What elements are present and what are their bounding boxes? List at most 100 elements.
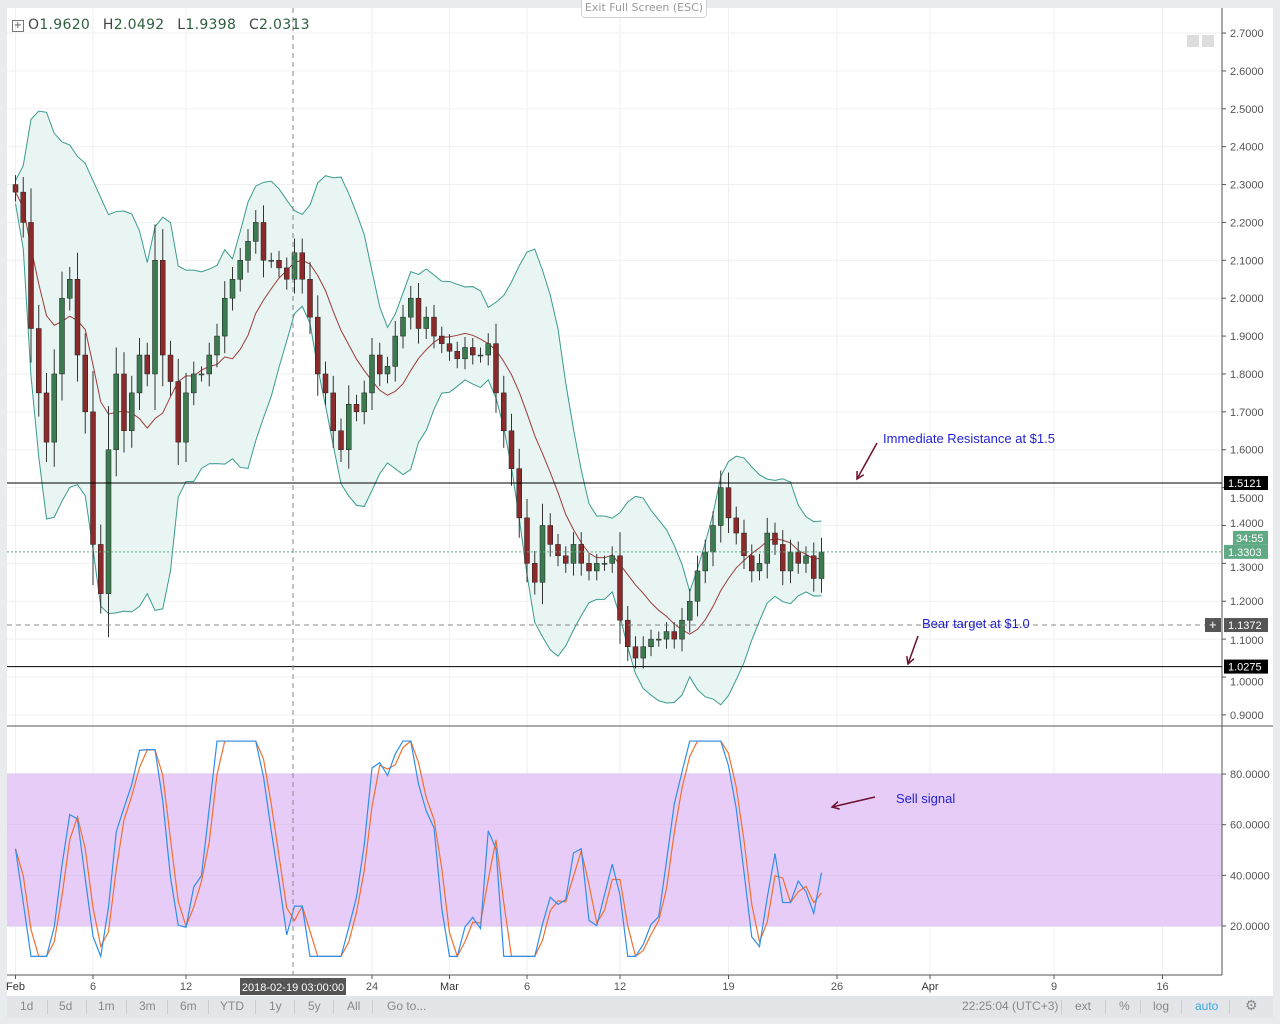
candle-down	[74, 279, 81, 356]
candle-up	[229, 279, 236, 299]
price-label-bg	[1224, 476, 1268, 491]
candle-down	[20, 191, 26, 223]
y-tick-label: 1.8000	[1230, 369, 1264, 381]
candle-up	[477, 354, 484, 357]
candle-up	[369, 354, 375, 394]
goto-button[interactable]: Go to...	[387, 999, 427, 1013]
candle-down	[516, 468, 522, 519]
candle-up	[206, 354, 212, 375]
candle-down	[299, 252, 305, 280]
candle-down	[431, 316, 437, 337]
bollinger-upper	[15, 110, 822, 594]
exit-fullscreen-button[interactable]: Exit Full Screen (ESC)	[581, 0, 707, 18]
stoch-tick-label: 80.0000	[1230, 769, 1270, 781]
auto-toggle[interactable]: auto	[1195, 999, 1219, 1013]
ohlc-legend: + O1.9620 H2.0492 L1.9398 C2.0313	[12, 17, 310, 33]
candle-up	[803, 555, 809, 564]
candle-up	[198, 373, 205, 376]
crosshair-time-label: 2018-02-19 03:00:00	[242, 982, 344, 994]
candle-down	[167, 354, 174, 382]
candle-down	[772, 532, 778, 545]
candle-down	[617, 555, 623, 621]
y-tick-label: 1.7000	[1230, 407, 1264, 419]
range-ytd[interactable]: YTD	[220, 999, 244, 1013]
scroll-button	[1202, 35, 1214, 47]
gear-icon[interactable]: ⚙	[1245, 997, 1258, 1013]
annotation-resistance[interactable]: Immediate Resistance at $1.5	[883, 431, 1055, 446]
y-tick-label: 2.3000	[1230, 180, 1264, 192]
candle-down	[276, 260, 282, 269]
candle-down	[586, 563, 592, 572]
candle-down	[749, 555, 755, 572]
arrow-sell-signal	[831, 796, 876, 808]
x-tick-label: Mar	[440, 981, 459, 993]
stoch-tick-label: 60.0000	[1230, 820, 1270, 832]
range-1y[interactable]: 1y	[269, 999, 282, 1013]
candle-down	[632, 646, 639, 659]
x-tick-label: 26	[831, 981, 843, 993]
candle-up	[601, 563, 608, 565]
range-all[interactable]: All	[347, 999, 361, 1013]
range-1m[interactable]: 1m	[98, 999, 115, 1013]
candle-up	[663, 631, 670, 640]
expand-icon[interactable]: +	[12, 20, 24, 32]
candle-down	[578, 544, 584, 564]
range-5y[interactable]: 5y	[308, 999, 321, 1013]
candle-up	[787, 551, 794, 572]
candle-down	[501, 392, 507, 432]
candle-up	[384, 366, 391, 375]
candle-up	[129, 392, 135, 432]
range-1d[interactable]: 1d	[20, 999, 34, 1013]
y-tick-label: 1.6000	[1230, 445, 1264, 457]
candle-down	[28, 222, 34, 329]
candle-down	[36, 328, 42, 394]
candle-up	[113, 373, 119, 450]
candle-up	[105, 449, 112, 594]
x-tick-label: 6	[524, 981, 530, 993]
x-tick-label: 12	[614, 981, 626, 993]
stoch-band-fill	[7, 774, 1222, 926]
candle-down	[307, 279, 313, 318]
candle-down	[508, 430, 515, 469]
candle-up	[462, 347, 468, 360]
candle-up	[237, 260, 243, 280]
candle-down	[284, 267, 290, 280]
price-label-bg	[1224, 544, 1268, 559]
annotation-sell-signal[interactable]: Sell signal	[896, 791, 956, 806]
candle-up	[594, 563, 600, 572]
price-label: 1.1372	[1228, 620, 1262, 632]
ext-toggle[interactable]: ext	[1075, 999, 1092, 1013]
candle-up	[679, 619, 685, 640]
candle-up	[656, 638, 662, 641]
range-3m[interactable]: 3m	[139, 999, 156, 1013]
bollinger-lower	[15, 203, 822, 706]
candle-down	[439, 335, 445, 344]
range-5d[interactable]: 5d	[59, 999, 73, 1013]
candle-up	[253, 222, 259, 242]
percent-toggle[interactable]: %	[1119, 999, 1130, 1013]
candle-up	[191, 373, 197, 394]
moving-average	[15, 191, 822, 635]
close-value: 2.0313	[259, 17, 310, 33]
candle-down	[338, 430, 344, 450]
candle-up	[570, 544, 577, 564]
candle-up	[400, 316, 406, 337]
candle-up	[51, 373, 57, 443]
annotation-bear-target[interactable]: Bear target at $1.0	[922, 616, 1030, 631]
candle-up	[222, 297, 228, 337]
candle-up	[268, 260, 274, 262]
crosshair-time-bg	[240, 978, 346, 995]
low-value: 1.9398	[185, 17, 237, 33]
candle-up	[67, 279, 73, 299]
countdown-bg	[1233, 530, 1268, 545]
y-tick-label: 2.0000	[1230, 293, 1264, 305]
candle-up	[136, 354, 143, 394]
candle-down	[532, 563, 538, 583]
log-toggle[interactable]: log	[1153, 999, 1170, 1013]
candle-up	[245, 241, 251, 261]
range-6m[interactable]: 6m	[180, 999, 197, 1013]
candle-down	[315, 316, 321, 375]
candle-down	[82, 354, 88, 413]
candle-up	[361, 392, 367, 413]
